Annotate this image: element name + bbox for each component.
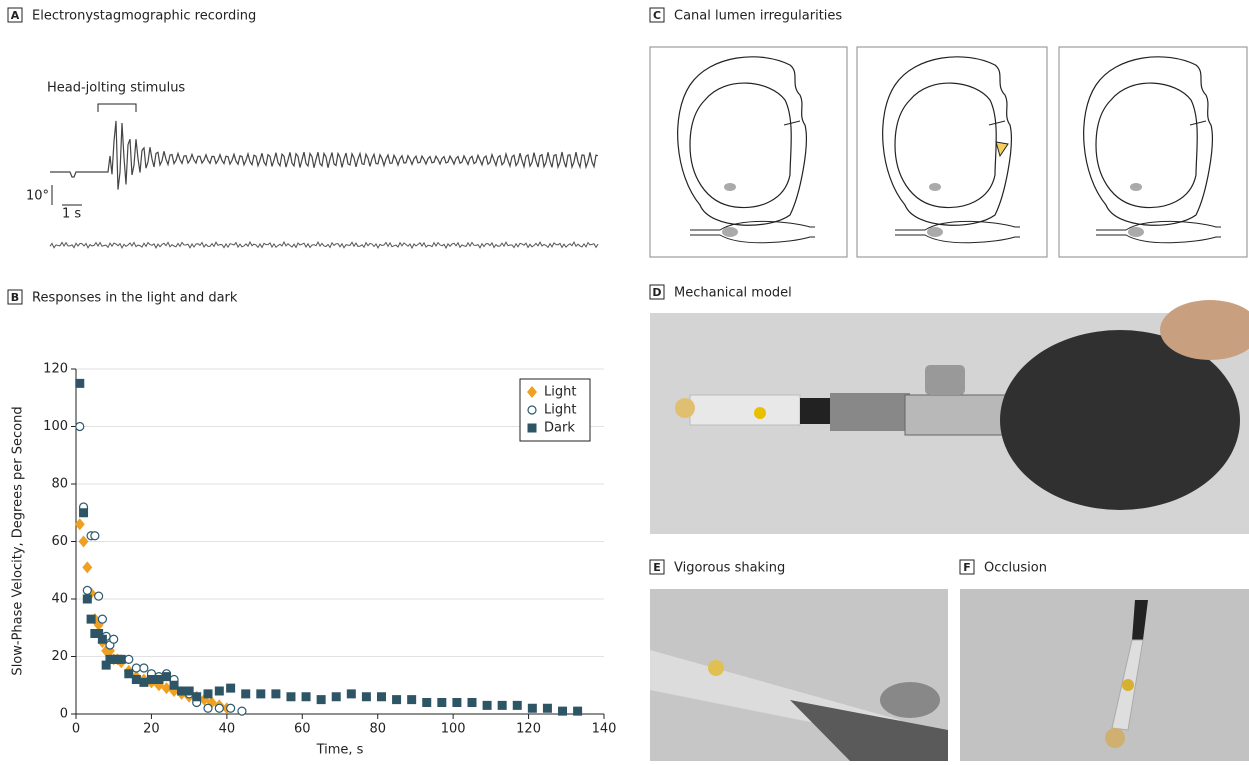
data-point — [317, 695, 326, 704]
panel-label: C — [653, 9, 661, 22]
photo — [650, 300, 1249, 534]
data-point — [286, 692, 295, 701]
x-tick-label: 20 — [143, 722, 160, 737]
data-point — [79, 508, 88, 517]
data-point — [407, 695, 416, 704]
data-point — [271, 689, 280, 698]
data-point — [528, 704, 537, 713]
y-tick-label: 80 — [51, 477, 68, 492]
data-point — [83, 586, 91, 594]
y-tick-label: 100 — [43, 419, 68, 434]
panel-label: B — [11, 291, 19, 304]
panel-title: Electronystagmographic recording — [32, 9, 256, 24]
legend-label: Light — [544, 385, 576, 400]
photo — [650, 589, 948, 761]
page: {"panels": { "a": {"label": "A", "title"… — [0, 0, 1249, 761]
data-point — [215, 687, 224, 696]
data-point — [558, 707, 567, 716]
data-point — [98, 615, 106, 623]
x-tick-label: 60 — [294, 722, 311, 737]
y-tick-label: 20 — [51, 649, 68, 664]
scatter-plot: 0 20 40 60 80 100 120 0 20 40 60 80 100 120 140 Light Li… — [43, 362, 616, 737]
data-point — [162, 672, 171, 681]
data-point — [83, 595, 92, 604]
figure: A Electronystagmographic recording Head-… — [0, 0, 1249, 761]
panel-title: Responses in the light and dark — [32, 291, 238, 306]
y-tick-label: 40 — [51, 592, 68, 607]
panel-label: A — [11, 9, 20, 22]
x-tick-label: 0 — [72, 722, 80, 737]
data-point — [377, 692, 386, 701]
legend-label: Dark — [544, 421, 575, 436]
eng-trace — [50, 121, 598, 190]
x-tick-label: 40 — [219, 722, 236, 737]
panel-label: D — [652, 286, 661, 299]
data-point — [125, 655, 133, 663]
data-point — [543, 704, 552, 713]
scale-label: 1 s — [62, 207, 81, 222]
data-point — [362, 692, 371, 701]
data-point — [95, 592, 103, 600]
eng-trace — [50, 242, 598, 248]
panel-title: Vigorous shaking — [674, 561, 785, 576]
data-point — [140, 664, 148, 672]
x-axis-label: Time, s — [316, 743, 364, 758]
data-point — [392, 695, 401, 704]
y-tick-label: 0 — [60, 707, 68, 722]
legend-marker — [528, 424, 537, 433]
data-point — [241, 689, 250, 698]
data-point — [98, 635, 107, 644]
photo — [960, 589, 1249, 761]
annotation: Head-jolting stimulus — [47, 81, 185, 96]
data-point — [498, 701, 507, 710]
data-point — [82, 561, 92, 573]
data-point — [75, 379, 84, 388]
data-point — [238, 707, 246, 715]
data-point — [573, 707, 582, 716]
legend-marker — [528, 406, 536, 414]
x-tick-label: 100 — [441, 722, 466, 737]
data-point — [483, 701, 492, 710]
panel-title: Occlusion — [984, 561, 1047, 576]
legend-label: Light — [544, 403, 576, 418]
x-tick-label: 140 — [592, 722, 617, 737]
panel-label: F — [963, 561, 971, 574]
panel-label: E — [653, 561, 661, 574]
data-point — [468, 698, 477, 707]
panel-title: Canal lumen irregularities — [674, 9, 842, 24]
x-tick-label: 120 — [516, 722, 541, 737]
data-point — [452, 698, 461, 707]
scale-label: 10° — [26, 189, 49, 204]
panel-title: Mechanical model — [674, 286, 792, 301]
y-tick-label: 120 — [43, 362, 68, 377]
data-point — [226, 684, 235, 693]
data-point — [215, 704, 223, 712]
data-point — [204, 704, 212, 712]
data-point — [204, 689, 213, 698]
data-point — [117, 655, 126, 664]
stimulus-bracket — [98, 104, 136, 112]
data-point — [256, 689, 265, 698]
x-tick-label: 80 — [369, 722, 386, 737]
data-point — [347, 689, 356, 698]
data-point — [513, 701, 522, 710]
data-point — [110, 635, 118, 643]
data-point — [87, 615, 96, 624]
data-point — [332, 692, 341, 701]
data-point — [227, 704, 235, 712]
data-point — [422, 698, 431, 707]
data-point — [91, 532, 99, 540]
y-tick-label: 60 — [51, 534, 68, 549]
data-point — [437, 698, 446, 707]
data-point — [302, 692, 311, 701]
data-point — [76, 423, 84, 431]
data-point — [192, 692, 201, 701]
data-point — [132, 664, 140, 672]
y-axis-label: Slow-Phase Velocity, Degrees per Second — [11, 406, 26, 675]
